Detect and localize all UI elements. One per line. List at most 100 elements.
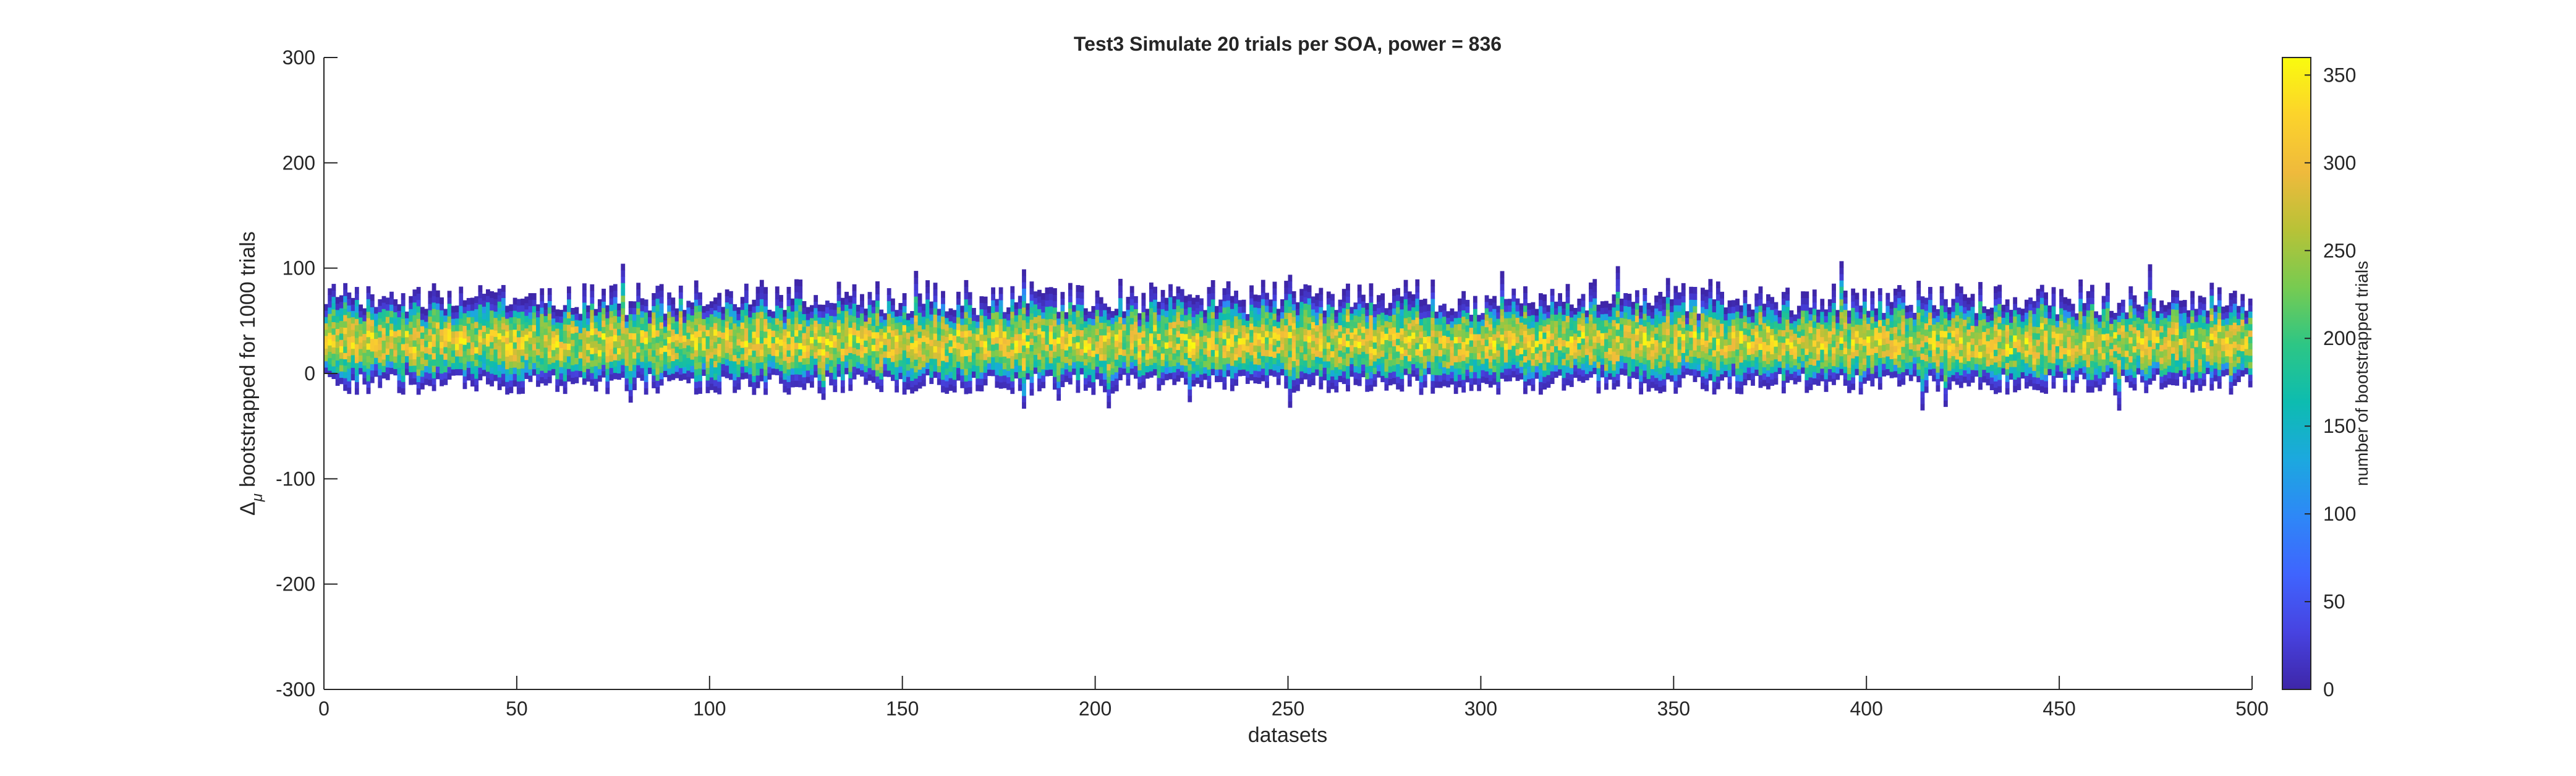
heatmap-cell (1492, 365, 1497, 372)
heatmap-cell (443, 315, 448, 322)
heatmap-cell (1064, 369, 1069, 376)
heatmap-cell (1403, 292, 1408, 299)
heatmap-cell (1210, 356, 1215, 363)
heatmap-cell (1500, 277, 1505, 284)
heatmap-cell (401, 388, 406, 395)
heatmap-cell (1415, 323, 1420, 331)
heatmap-cell (728, 329, 733, 336)
heatmap-cell (1503, 330, 1508, 338)
heatmap-cell (440, 367, 444, 374)
heatmap-cell (1380, 375, 1385, 383)
heatmap-cell (1079, 304, 1084, 312)
heatmap-cell (794, 298, 799, 305)
heatmap-cell (1511, 313, 1516, 321)
heatmap-cell (1453, 387, 1458, 394)
heatmap-cell (1133, 321, 1138, 328)
heatmap-cell (763, 375, 768, 383)
heatmap-cell (501, 329, 506, 336)
heatmap-cell (821, 349, 826, 356)
heatmap-cell (713, 297, 718, 304)
heatmap-cell (1396, 383, 1400, 390)
heatmap-cell (555, 366, 560, 373)
heatmap-cell (674, 308, 679, 315)
heatmap-cell (381, 334, 386, 341)
heatmap-cell (1022, 275, 1026, 283)
heatmap-cell (640, 323, 645, 331)
heatmap-cell (829, 378, 834, 386)
heatmap-cell (1188, 377, 1192, 383)
heatmap-cell (628, 358, 633, 365)
heatmap-cell (324, 367, 328, 374)
heatmap-cell (1361, 326, 1366, 333)
heatmap-cell (609, 323, 614, 330)
heatmap-cell (921, 304, 926, 311)
heatmap-cell (493, 305, 498, 312)
heatmap-cell (1238, 312, 1243, 320)
heatmap-cell (1581, 363, 1586, 370)
heatmap-cell (1376, 301, 1381, 309)
heatmap-cell (1064, 312, 1069, 319)
heatmap-cell (1384, 314, 1389, 322)
dataset-column (478, 285, 483, 381)
heatmap-cell (1330, 306, 1335, 313)
heatmap-cell (1461, 347, 1466, 355)
dataset-column (1045, 287, 1050, 377)
heatmap-cell (983, 366, 988, 373)
dataset-column (1422, 299, 1427, 388)
heatmap-cell (1369, 359, 1374, 366)
heatmap-cell (1029, 364, 1034, 370)
heatmap-cell (995, 318, 1000, 325)
heatmap-cell (906, 313, 911, 320)
heatmap-cell (621, 339, 626, 346)
heatmap-cell (941, 328, 945, 336)
heatmap-cell (906, 344, 911, 352)
heatmap-cell (883, 364, 888, 371)
dataset-column (1022, 269, 1026, 409)
heatmap-cell (566, 305, 571, 312)
heatmap-cell (995, 356, 1000, 363)
heatmap-cell (1288, 394, 1293, 402)
heatmap-cell (898, 335, 903, 341)
heatmap-cell (1265, 356, 1269, 363)
heatmap-cell (1052, 345, 1057, 352)
heatmap-cell (370, 326, 375, 333)
dataset-column (1488, 299, 1493, 388)
heatmap-cell (1350, 351, 1354, 358)
heatmap-cell (563, 374, 567, 382)
heatmap-cell (512, 360, 517, 368)
heatmap-cell (1422, 317, 1427, 325)
heatmap-cell (1380, 356, 1385, 364)
heatmap-cell (1473, 365, 1477, 372)
heatmap-cell (1002, 349, 1007, 357)
heatmap-cell (1315, 337, 1320, 344)
heatmap-cell (582, 283, 587, 291)
heatmap-cell (1068, 346, 1073, 353)
heatmap-cell (883, 370, 888, 377)
heatmap-cell (1010, 387, 1015, 394)
heatmap-cell (1122, 343, 1127, 350)
heatmap-cell (1068, 333, 1073, 341)
heatmap-cell (543, 303, 548, 310)
heatmap-cell (455, 305, 459, 312)
heatmap-cell (1269, 312, 1273, 319)
heatmap-cell (1600, 351, 1605, 359)
heatmap-cell (1018, 302, 1022, 309)
heatmap-cell (1315, 305, 1320, 313)
heatmap-cell (1596, 304, 1601, 312)
heatmap-cell (1322, 342, 1327, 349)
heatmap-cell (1608, 328, 1613, 336)
heatmap-cell (640, 374, 645, 381)
heatmap-cell (1346, 346, 1350, 354)
heatmap-cell (1446, 311, 1451, 318)
dataset-column (1210, 280, 1215, 375)
heatmap-cell (1184, 359, 1188, 366)
heatmap-cell (991, 331, 996, 339)
heatmap-cell (1060, 317, 1065, 324)
heatmap-cell (1326, 342, 1331, 349)
heatmap-cell (1172, 378, 1177, 385)
heatmap-cell (652, 356, 657, 364)
heatmap-cell (1002, 312, 1007, 319)
heatmap-cell (1338, 325, 1343, 332)
heatmap-cell (462, 376, 467, 383)
heatmap-cell (902, 350, 907, 357)
